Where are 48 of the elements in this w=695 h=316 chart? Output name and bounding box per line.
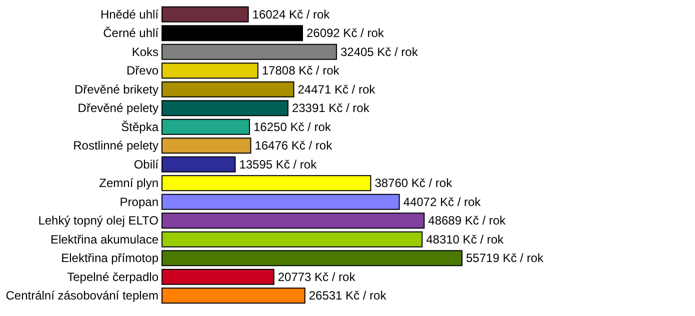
bar <box>162 288 306 304</box>
bar <box>162 138 252 154</box>
bar <box>162 250 462 266</box>
y-tick-label: Obilí <box>134 157 160 172</box>
y-tick-label: Štěpka <box>121 120 159 134</box>
bar <box>162 231 423 248</box>
data-label: 17808 Kč / rok <box>262 64 340 78</box>
y-tick-label: Zemní plyn <box>99 176 158 190</box>
y-tick-label: Černé uhlí <box>103 26 160 40</box>
bar <box>162 268 274 285</box>
y-tick-label: Centrální zásobování teplem <box>6 288 158 303</box>
data-label: 32405 Kč / rok <box>340 44 419 59</box>
data-label: 38760 Kč / rok <box>374 176 454 190</box>
y-tick-label: Dřevěné pelety <box>78 101 158 116</box>
bar <box>162 156 236 172</box>
bar <box>162 62 258 79</box>
y-tick-label: Hnědé uhlí <box>100 7 160 22</box>
bar <box>162 81 294 98</box>
data-label: 23391 Kč / rok <box>292 101 370 116</box>
y-tick-label: Lehký topný olej ELTO <box>38 214 158 228</box>
bar <box>162 175 372 192</box>
bar <box>162 44 337 60</box>
y-tick-label: Elektřina přímotop <box>61 251 159 266</box>
data-label: 44072 Kč / rok <box>403 194 482 209</box>
data-label: 16250 Kč / rok <box>253 120 332 134</box>
data-label: 48689 Kč / rok <box>428 214 507 228</box>
bar <box>162 212 425 229</box>
y-tick-label: Koks <box>132 44 158 59</box>
y-tick-label: Rostlinné pelety <box>73 138 158 153</box>
bar <box>162 194 400 210</box>
bar <box>162 6 249 22</box>
y-tick-label: Dřevěné brikety <box>74 82 158 96</box>
data-label: 16024 Kč / rok <box>252 7 331 22</box>
data-label: 55719 Kč / rok <box>466 251 544 266</box>
y-tick-label: Elektřina akumulace <box>50 232 159 246</box>
data-label: 16476 Kč / rok <box>254 138 334 153</box>
data-label: 13595 Kč / rok <box>239 157 318 172</box>
bar <box>162 100 288 116</box>
y-tick-label: Tepelné čerpadlo <box>67 270 159 284</box>
bar <box>162 118 250 135</box>
data-label: 24471 Kč / rok <box>298 82 376 96</box>
data-label: 20773 Kč / rok <box>278 270 356 284</box>
y-tick-label: Dřevo <box>126 64 159 78</box>
data-label: 26531 Kč / rok <box>308 288 388 303</box>
data-label: 26092 Kč / rok <box>306 26 385 40</box>
bar <box>162 25 303 42</box>
y-tick-label: Propan <box>120 194 158 209</box>
data-label: 48310 Kč / rok <box>426 232 504 246</box>
